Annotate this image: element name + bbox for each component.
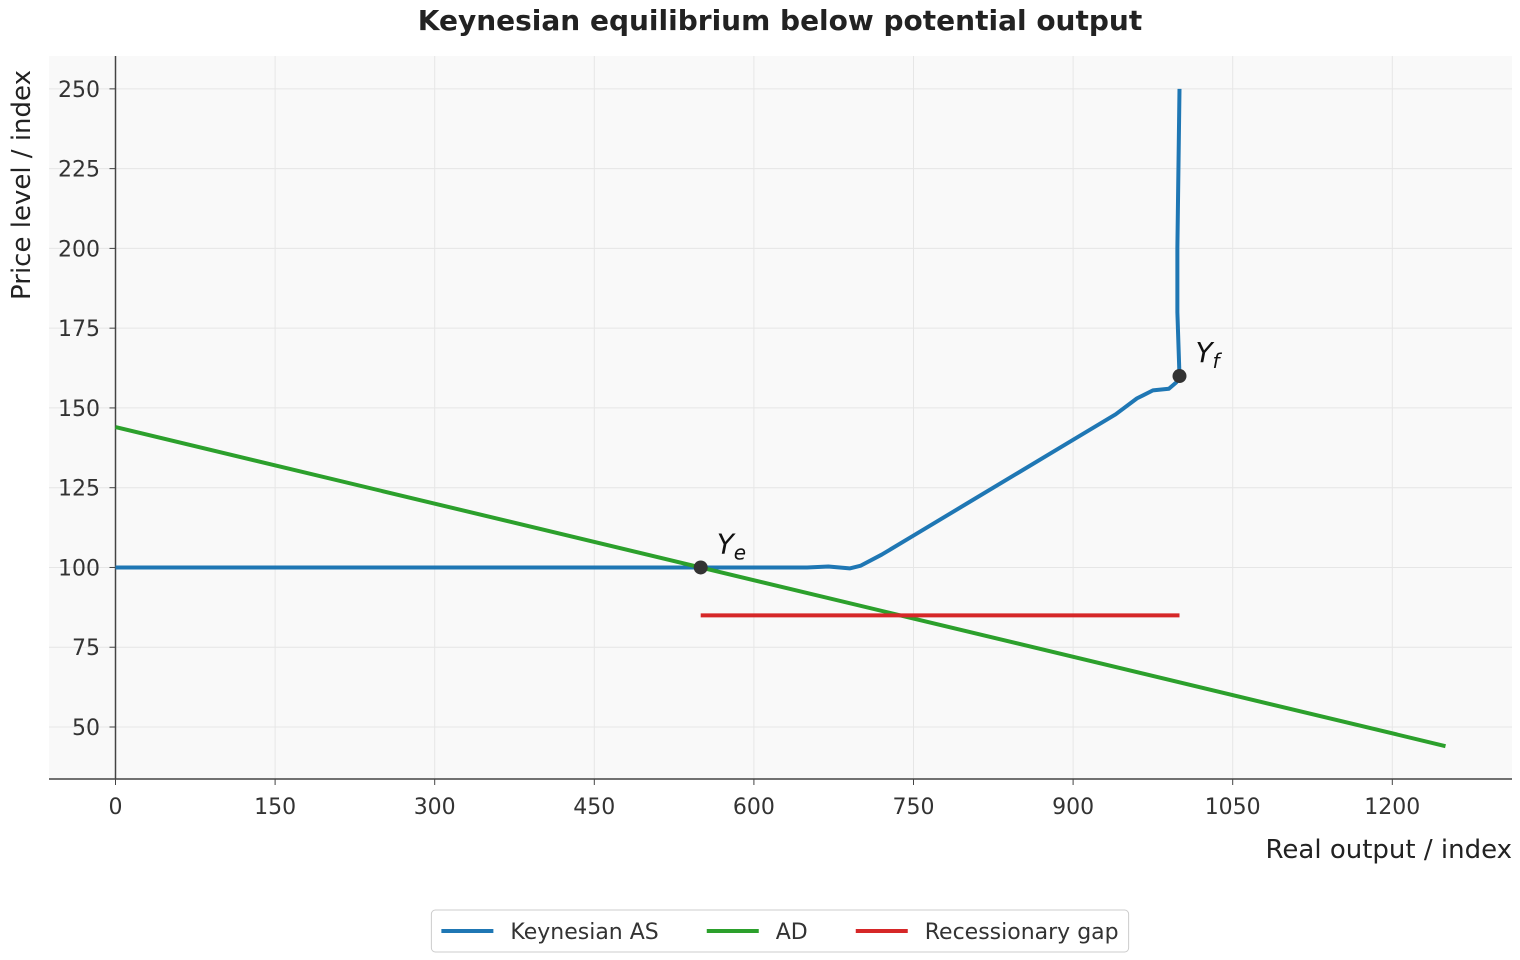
chart-title: Keynesian equilibrium below potential ou… <box>418 4 1143 37</box>
x-axis-title: Real output / index <box>1266 835 1513 865</box>
annotation-label: Y <box>1196 336 1215 369</box>
x-tick-label: 450 <box>573 795 615 820</box>
y-tick-label: 250 <box>58 78 100 103</box>
y-tick-label: 200 <box>58 237 100 262</box>
legend: Keynesian AS AD Recessionary gap <box>430 909 1130 953</box>
y-tick-label: 100 <box>58 556 100 581</box>
y-tick-label: 75 <box>72 636 100 661</box>
legend-label: Recessionary gap <box>925 920 1119 945</box>
annotation-subscript: e <box>734 540 746 564</box>
y-tick-label: 150 <box>58 397 100 422</box>
x-tick-label: 1050 <box>1205 795 1261 820</box>
x-tick-label: 1200 <box>1364 795 1420 820</box>
y-tick-label: 175 <box>58 317 100 342</box>
series-line <box>115 88 1182 571</box>
y-tick-label: 50 <box>72 716 100 741</box>
y-axis-title: Price level / index <box>7 70 37 300</box>
equilibrium-point <box>1172 369 1187 384</box>
y-tick-label: 225 <box>58 158 100 183</box>
x-tick-label: 900 <box>1052 795 1094 820</box>
series-line <box>115 425 1446 749</box>
y-tick-label: 125 <box>58 477 100 502</box>
x-tick-label: 150 <box>254 795 296 820</box>
x-tick-label: 0 <box>109 795 123 820</box>
x-tick-label: 300 <box>414 795 456 820</box>
legend-box <box>430 909 1130 953</box>
annotation-subscript: f <box>1213 349 1223 373</box>
plot-area <box>49 56 1512 779</box>
x-tick-label: 750 <box>893 795 935 820</box>
annotation-label: Y <box>717 527 736 560</box>
equilibrium-point <box>693 560 708 575</box>
x-tick-label: 600 <box>733 795 775 820</box>
legend-label: AD <box>776 920 808 945</box>
legend-label: Keynesian AS <box>510 920 658 945</box>
